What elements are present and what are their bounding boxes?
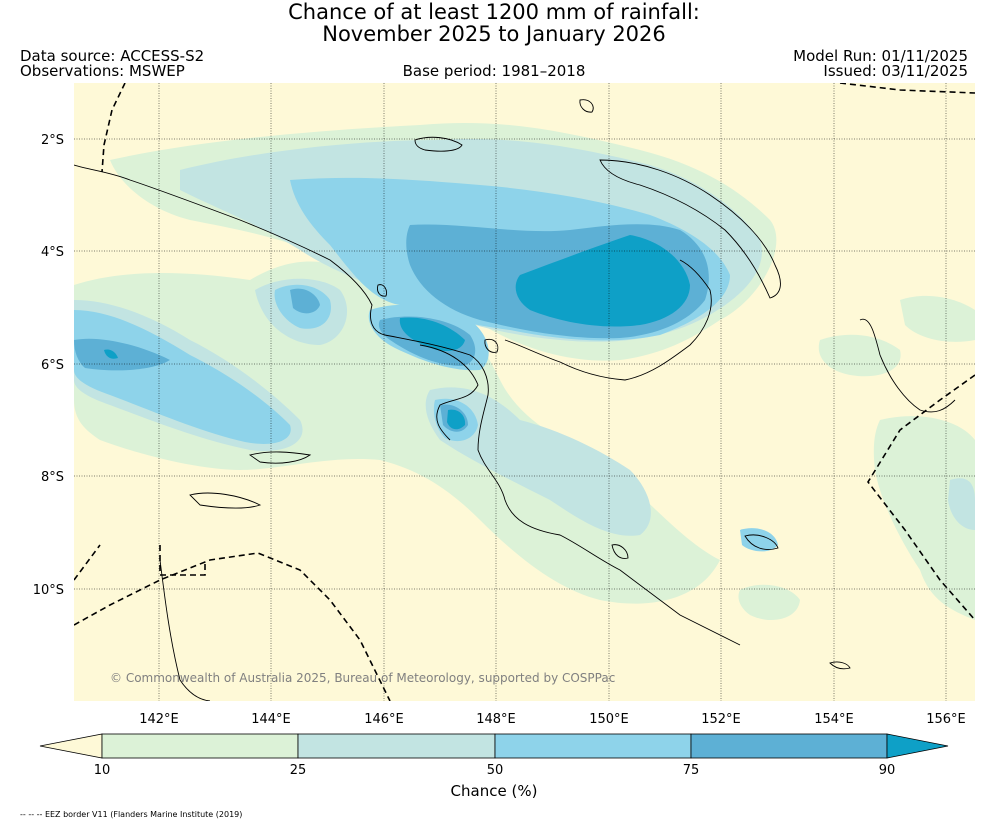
copyright-notice: © Commonwealth of Australia 2025, Bureau… [110, 671, 616, 685]
eez-borders [74, 83, 975, 701]
data-source: Data source: ACCESS-S2 [20, 47, 205, 65]
base-period: Base period: 1981–2018 [402, 62, 586, 80]
colorbar-tick-90: 90 [879, 763, 896, 778]
lon-label-152e: 152°E [701, 712, 741, 727]
colorbar-segment-50-75 [494, 733, 692, 759]
colorbar-segment-25-50 [297, 733, 496, 759]
colorbar-tick-25: 25 [290, 763, 307, 778]
lat-label-8s: 8°S [41, 470, 64, 485]
colorbar-extend-low [39, 733, 103, 759]
lat-label-6s: 6°S [41, 358, 64, 373]
chart-title-line2: November 2025 to January 2026 [322, 22, 666, 46]
colorbar-segment-10-25 [101, 733, 299, 759]
graticule [74, 83, 975, 701]
issued-date: Issued: 03/11/2025 [823, 62, 968, 80]
colorbar-segment-75-90 [690, 733, 888, 759]
lat-label-2s: 2°S [41, 133, 64, 148]
observations: Observations: MSWEP [20, 62, 185, 80]
lon-label-150e: 150°E [589, 712, 629, 727]
colorbar-tick-50: 50 [487, 763, 504, 778]
lat-label-4s: 4°S [41, 245, 64, 260]
colorbar-extend-high [886, 733, 949, 759]
colorbar-tick-10: 10 [94, 763, 111, 778]
lon-label-156e: 156°E [926, 712, 966, 727]
lat-label-10s: 10°S [33, 583, 64, 598]
colorbar [39, 733, 949, 759]
map-area [74, 83, 975, 701]
lon-label-146e: 146°E [364, 712, 404, 727]
colorbar-label: Chance (%) [450, 782, 538, 800]
lon-label-154e: 154°E [814, 712, 854, 727]
eez-footnote: -- -- -- EEZ border V11 (Flanders Marine… [20, 810, 243, 819]
model-run: Model Run: 01/11/2025 [793, 47, 968, 65]
band-90-plus [104, 235, 690, 430]
lon-label-142e: 142°E [139, 712, 179, 727]
colorbar-tick-75: 75 [683, 763, 700, 778]
chart-title-line1: Chance of at least 1200 mm of rainfall: [288, 0, 700, 24]
lon-label-144e: 144°E [251, 712, 291, 727]
lon-label-148e: 148°E [476, 712, 516, 727]
